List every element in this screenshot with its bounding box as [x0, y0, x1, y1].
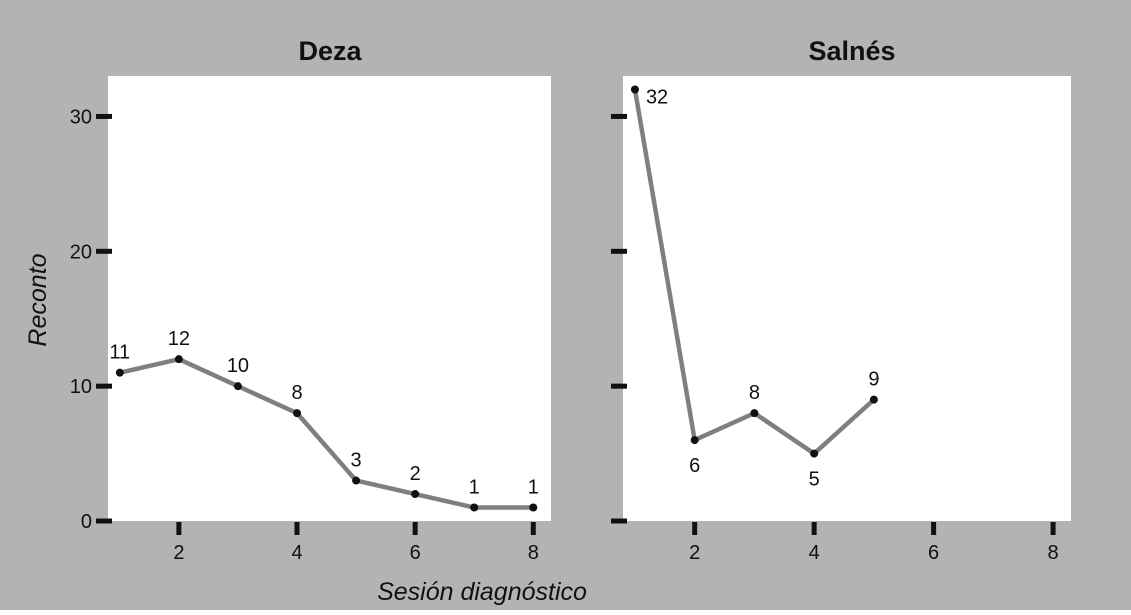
data-label: 11	[109, 342, 130, 364]
data-label: 1	[528, 477, 539, 499]
y-tick-mark	[611, 248, 627, 254]
x-tick-mark	[176, 522, 182, 535]
data-point	[174, 355, 183, 364]
data-label: 32	[646, 86, 668, 108]
y-tick-mark	[96, 248, 112, 254]
y-tick-mark	[96, 383, 112, 389]
x-tick-mark	[412, 522, 418, 535]
data-label: 6	[689, 455, 700, 477]
data-point	[411, 490, 420, 499]
data-label: 10	[227, 355, 249, 377]
y-tick-mark	[96, 113, 112, 119]
data-point	[690, 436, 699, 445]
data-point	[750, 409, 759, 418]
panel-title: Salnés	[808, 36, 895, 66]
x-tick-label: 2	[689, 542, 700, 564]
x-tick-mark	[1050, 522, 1056, 535]
data-point	[869, 395, 878, 404]
data-label: 2	[410, 463, 421, 485]
data-point	[529, 503, 538, 512]
data-point	[810, 449, 819, 458]
series-line	[119, 356, 534, 510]
x-tick-label: 8	[1048, 542, 1059, 564]
data-label: 9	[868, 369, 879, 391]
x-tick-label: 4	[809, 542, 820, 564]
panel-title: Deza	[298, 36, 362, 66]
data-point	[293, 409, 302, 418]
y-tick-label: 30	[70, 106, 92, 128]
x-tick-label: 4	[291, 542, 302, 564]
plot-area	[108, 76, 551, 521]
x-tick-label: 6	[410, 542, 421, 564]
x-tick-label: 2	[173, 542, 184, 564]
x-tick-label: 6	[928, 542, 939, 564]
x-tick-mark	[811, 522, 817, 535]
x-tick-mark	[692, 522, 698, 535]
y-axis-label: Reconto	[24, 253, 52, 346]
y-tick-mark	[611, 383, 627, 389]
x-tick-mark	[530, 522, 536, 535]
y-tick-mark	[96, 518, 112, 524]
y-tick-label: 20	[70, 241, 92, 263]
data-label: 8	[291, 382, 302, 404]
y-tick-label: 10	[70, 376, 92, 398]
data-label: 8	[749, 382, 760, 404]
data-point	[470, 503, 479, 512]
data-point	[233, 382, 242, 391]
x-axis-label: Sesión diagnóstico	[377, 578, 587, 606]
data-label: 12	[168, 328, 190, 350]
data-label: 5	[809, 469, 820, 491]
y-tick-mark	[611, 518, 627, 524]
plot-area	[623, 76, 1071, 521]
y-tick-mark	[611, 113, 627, 119]
data-point	[630, 85, 639, 94]
y-tick-label: 0	[81, 511, 92, 533]
panel-2: Salnés 2 4 6 8 32 6 8 5 9	[611, 36, 1071, 564]
data-point	[115, 368, 124, 377]
data-label: 1	[469, 477, 480, 499]
x-tick-mark	[931, 522, 937, 535]
data-point	[352, 476, 361, 485]
x-tick-label: 8	[528, 542, 539, 564]
x-tick-mark	[294, 522, 300, 535]
data-label: 3	[351, 450, 362, 472]
